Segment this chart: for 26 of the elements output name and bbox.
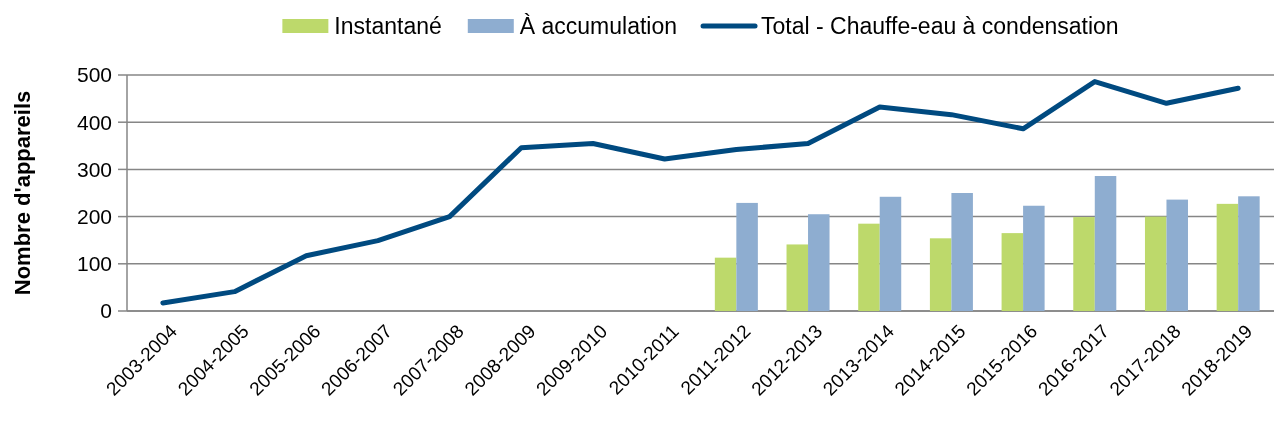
y-tick-label: 100 bbox=[76, 252, 112, 276]
y-tick-label: 200 bbox=[76, 204, 112, 228]
y-tick-label: 500 bbox=[76, 63, 112, 87]
y-tick-label: 400 bbox=[76, 110, 112, 134]
bar bbox=[1238, 196, 1260, 311]
y-tick-label: 0 bbox=[100, 299, 112, 323]
legend-label: Instantané bbox=[334, 13, 442, 40]
bar bbox=[808, 214, 830, 311]
y-tick-label: 300 bbox=[76, 157, 112, 181]
bar bbox=[1073, 217, 1095, 311]
bar bbox=[714, 257, 737, 311]
bar bbox=[1023, 205, 1045, 311]
bar bbox=[1144, 216, 1167, 311]
legend-label: Total - Chauffe-eau à condensation bbox=[761, 13, 1119, 40]
bar bbox=[736, 202, 758, 311]
bar bbox=[786, 244, 809, 311]
bar bbox=[879, 196, 902, 311]
bar bbox=[1094, 176, 1117, 311]
legend-label: À accumulation bbox=[519, 13, 678, 40]
bar bbox=[1216, 203, 1239, 311]
bar bbox=[951, 193, 973, 311]
bar bbox=[929, 238, 952, 311]
bar bbox=[1166, 199, 1188, 311]
bar bbox=[1001, 233, 1024, 311]
bar bbox=[858, 223, 880, 311]
y-axis-title: Nombre d'appareils bbox=[10, 90, 35, 296]
